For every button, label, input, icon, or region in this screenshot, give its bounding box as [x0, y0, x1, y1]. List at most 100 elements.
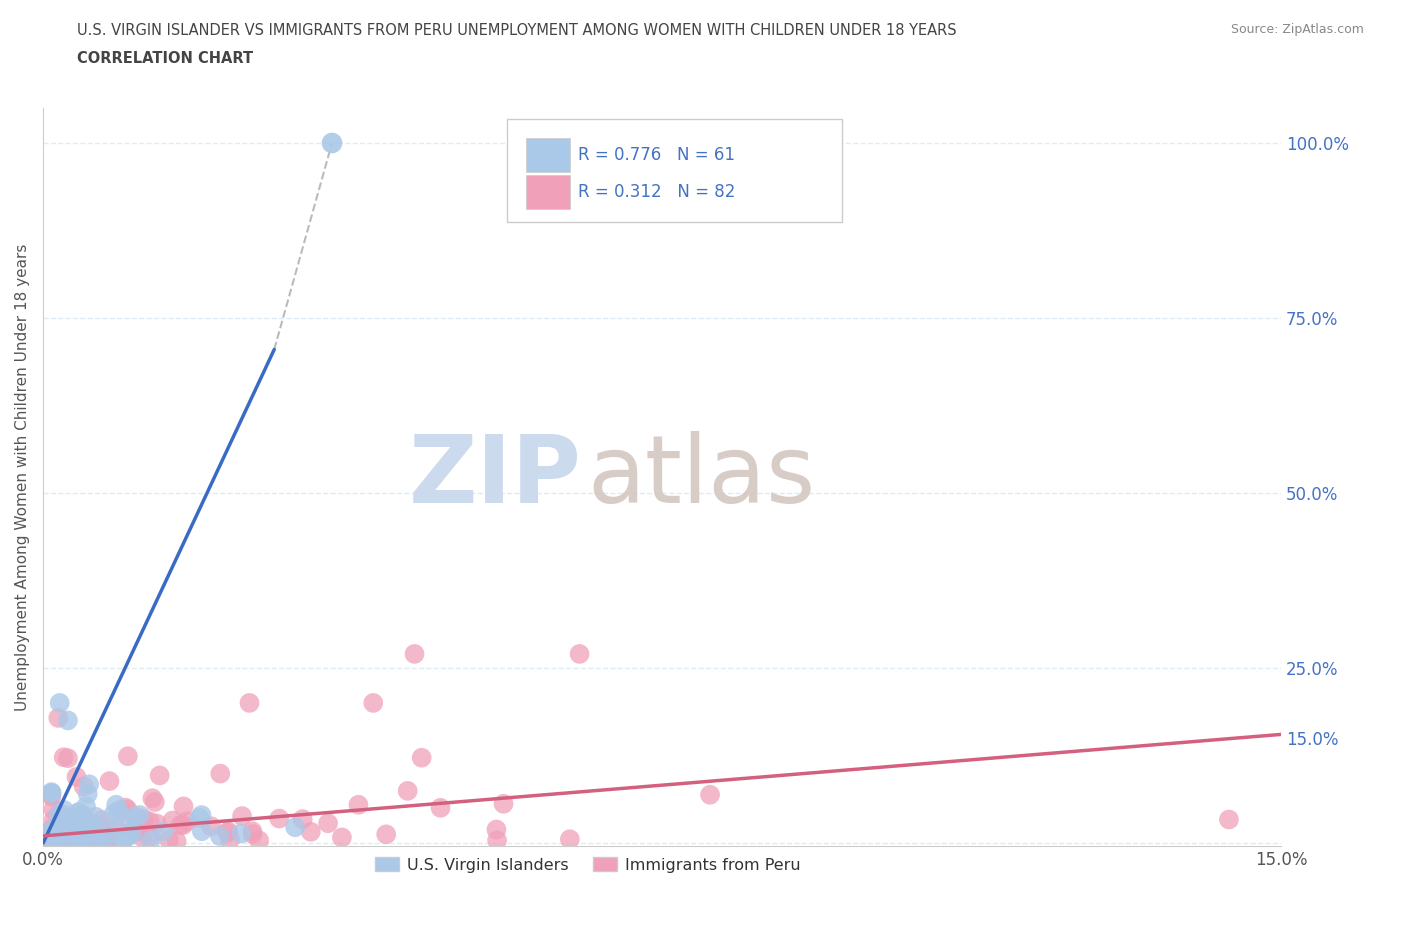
Point [67, 825, 90, 840]
Point [291, 812, 314, 827]
Point [105, 797, 128, 812]
Point [485, 822, 508, 837]
Point [157, 832, 180, 847]
Point [41, 822, 63, 837]
Point [169, 817, 191, 832]
Point [229, 826, 252, 841]
Point [152, 824, 174, 839]
Point [114, 800, 136, 815]
Text: CORRELATION CHART: CORRELATION CHART [77, 51, 253, 66]
Point [98, 774, 121, 789]
Point [89, 832, 111, 847]
Text: ZIP: ZIP [409, 432, 582, 524]
Point [41, 786, 63, 801]
Point [76, 787, 98, 802]
Point [73, 779, 96, 794]
Point [41, 789, 63, 804]
Point [41, 824, 63, 839]
Point [138, 814, 160, 829]
Point [48, 833, 70, 848]
Point [69, 834, 91, 849]
Point [188, 810, 211, 825]
Point [72, 834, 94, 849]
Y-axis label: Unemployment Among Women with Children Under 18 years: Unemployment Among Women with Children U… [15, 244, 30, 711]
Point [41, 833, 63, 848]
Point [49, 825, 72, 840]
Point [72, 828, 94, 843]
Point [247, 833, 270, 848]
Point [208, 829, 231, 844]
Point [73, 816, 96, 830]
Point [166, 834, 188, 849]
Point [41, 821, 63, 836]
Point [396, 783, 419, 798]
Point [98, 822, 121, 837]
Point [87, 818, 110, 833]
Point [699, 788, 721, 803]
Point [111, 804, 134, 819]
Point [149, 768, 172, 783]
Point [41, 835, 63, 850]
Point [80, 819, 103, 834]
Point [316, 816, 339, 830]
FancyBboxPatch shape [508, 119, 842, 222]
Point [75, 799, 97, 814]
Point [125, 824, 148, 839]
Point [104, 820, 127, 835]
Point [429, 801, 451, 816]
Point [139, 833, 162, 848]
Point [172, 817, 194, 832]
Text: Source: ZipAtlas.com: Source: ZipAtlas.com [1230, 23, 1364, 36]
Point [117, 802, 139, 817]
Point [41, 785, 63, 800]
Point [127, 814, 149, 829]
Point [176, 814, 198, 829]
Point [215, 825, 238, 840]
FancyBboxPatch shape [526, 175, 571, 209]
Point [41, 830, 63, 844]
Point [73, 819, 96, 834]
Point [93, 832, 115, 847]
Point [568, 646, 591, 661]
Point [67, 815, 90, 830]
Point [58, 830, 80, 844]
Point [97, 833, 120, 848]
Point [190, 807, 212, 822]
Point [242, 827, 264, 842]
Point [70, 834, 93, 849]
Point [143, 794, 166, 809]
Point [62, 826, 84, 841]
Point [1218, 812, 1240, 827]
Point [492, 796, 515, 811]
Point [67, 805, 90, 820]
Point [83, 830, 105, 845]
Text: R = 0.776   N = 61: R = 0.776 N = 61 [578, 146, 735, 165]
Point [41, 825, 63, 840]
Point [89, 832, 111, 847]
Point [162, 813, 184, 828]
Point [82, 817, 104, 831]
Point [41, 787, 63, 802]
Point [77, 777, 100, 791]
Point [117, 749, 139, 764]
Point [486, 833, 509, 848]
Point [90, 813, 112, 828]
Point [128, 807, 150, 822]
Point [411, 751, 433, 765]
Point [132, 812, 155, 827]
Point [46, 711, 69, 725]
Point [122, 823, 145, 838]
Point [404, 646, 426, 661]
Point [347, 797, 370, 812]
Point [45, 835, 67, 850]
Point [48, 696, 70, 711]
Point [114, 830, 136, 845]
Point [121, 826, 143, 841]
Point [63, 829, 86, 844]
Point [51, 820, 73, 835]
Point [375, 827, 398, 842]
Point [238, 696, 260, 711]
Point [59, 835, 82, 850]
Point [103, 806, 125, 821]
Point [321, 136, 343, 151]
